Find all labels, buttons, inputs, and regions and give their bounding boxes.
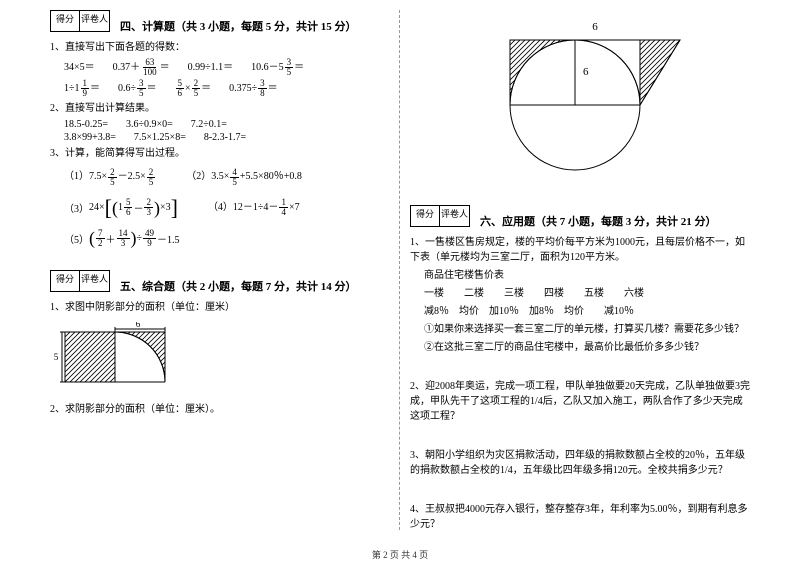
column-divider bbox=[399, 10, 400, 530]
expr: 0.6÷35＝ bbox=[118, 79, 157, 98]
svg-text:6: 6 bbox=[592, 21, 598, 33]
expr-1: （1）7.5×25－2.5×25 bbox=[64, 167, 156, 186]
expr-5: （5） ( 72 ＋ 143 ) ÷ 499 －1.5 bbox=[64, 229, 180, 248]
q6-1: 1、一售楼区售房规定，楼的平均价每平方米为1000元，且每层价格不一，如下表（单… bbox=[410, 235, 750, 265]
section-6-title: 六、应用题（共 7 小题，每题 3 分，共计 21 分） bbox=[480, 213, 750, 229]
expr-2: （2）3.5×45+5.5×80％+0.8 bbox=[186, 167, 302, 186]
expr: 7.5×1.25×8= bbox=[134, 132, 186, 143]
score-cell: 得分 bbox=[410, 205, 440, 227]
q6-1-r1: 一楼 二楼 三楼 四楼 五楼 六楼 bbox=[424, 286, 750, 301]
paren: ( bbox=[89, 229, 95, 247]
q6-2: 2、迎2008年奥运，完成一项工程，甲队单独做要20天完成，乙队单独做要3完成，… bbox=[410, 379, 750, 424]
expr: 8-2.3-1.7= bbox=[204, 132, 246, 143]
eq-row-34: （3） 24× [ ( 156 － 23 ) ×3 ] （4）12－1÷4－14… bbox=[64, 197, 390, 219]
calc-row-3: 18.5-0.25= 3.6÷0.9×0= 7.2÷0.1= bbox=[64, 119, 390, 130]
expr-4: （4）12－1÷4－14×7 bbox=[208, 198, 300, 217]
eq-row-12: （1）7.5×25－2.5×25 （2）3.5×45+5.5×80％+0.8 bbox=[64, 167, 390, 186]
expr: 3.6÷0.9×0= bbox=[126, 119, 173, 130]
left-column: 得分 评卷人 四、计算题（共 3 小题，每题 5 分，共计 15 分） 1、直接… bbox=[50, 10, 390, 530]
expr: 7.2÷0.1= bbox=[191, 119, 227, 130]
figure-2: 6 6 bbox=[465, 10, 695, 180]
expr: 18.5-0.25= bbox=[64, 119, 108, 130]
right-column: 6 6 得分 评卷人 六、应用题（共 7 小题，每题 3 分，共计 21 分） … bbox=[410, 10, 750, 530]
marker-cell: 评卷人 bbox=[80, 270, 110, 292]
expr: 56×25＝ bbox=[175, 79, 212, 98]
q6-4: 4、王叔叔把4000元存入银行，整存整存3年，年利率为5.00％，到期有利息多少… bbox=[410, 502, 750, 532]
section-5-title: 五、综合题（共 2 小题，每题 7 分，共计 14 分） bbox=[120, 278, 390, 294]
expr: 3.8×99+3.8= bbox=[64, 132, 116, 143]
marker-cell: 评卷人 bbox=[80, 10, 110, 32]
q5-1: 1、求图中阴影部分的面积（单位：厘米） bbox=[50, 300, 390, 315]
expr: 0.375÷38＝ bbox=[229, 79, 278, 98]
eq-row-5: （5） ( 72 ＋ 143 ) ÷ 499 －1.5 bbox=[64, 229, 390, 248]
expr-3: （3） 24× [ ( 156 － 23 ) ×3 ] bbox=[64, 197, 178, 219]
bracket: ] bbox=[171, 197, 178, 219]
calc-row-1: 34×5＝ 0.37＋63100＝ 0.99÷1.1＝ 10.6－535＝ bbox=[64, 58, 390, 77]
q4-2: 2、直接写出计算结果。 bbox=[50, 101, 390, 116]
calc-row-4: 3.8×99+3.8= 7.5×1.25×8= 8-2.3-1.7= bbox=[64, 132, 390, 143]
page-footer: 第 2 页 共 4 页 bbox=[0, 548, 800, 561]
svg-text:6: 6 bbox=[583, 66, 589, 78]
calc-row-2: 1÷119＝ 0.6÷35＝ 56×25＝ 0.375÷38＝ bbox=[64, 79, 390, 98]
q6-1-r2: 减8％ 均价 加10％ 加8％ 均价 减10％ bbox=[424, 304, 750, 319]
bracket: [ bbox=[105, 197, 112, 219]
svg-text:6: 6 bbox=[136, 322, 141, 329]
expr: 10.6－535＝ bbox=[251, 58, 304, 77]
score-cell: 得分 bbox=[50, 270, 80, 292]
q6-1-b: ②在这批三室二厅的商品住宅楼中，最高价比最低价多多少钱？ bbox=[424, 340, 750, 355]
expr: 1÷119＝ bbox=[64, 79, 100, 98]
q6-1-t: 商品住宅楼售价表 bbox=[424, 268, 750, 283]
score-cell: 得分 bbox=[50, 10, 80, 32]
q4-1: 1、直接写出下面各题的得数： bbox=[50, 40, 390, 55]
section-4-title: 四、计算题（共 3 小题，每题 5 分，共计 15 分） bbox=[120, 18, 390, 34]
expr: 0.99÷1.1＝ bbox=[188, 58, 234, 77]
q5-2: 2、求阴影部分的面积（单位：厘米）。 bbox=[50, 402, 390, 417]
q4-3: 3、计算，能简算得写出过程。 bbox=[50, 146, 390, 161]
q6-1-a: ①如果你来选择买一套三室二厅的单元楼，打算买几楼？需要花多少钱？ bbox=[424, 322, 750, 337]
figure-1: 6 5 bbox=[50, 322, 170, 392]
svg-text:5: 5 bbox=[54, 352, 59, 362]
expr: 34×5＝ bbox=[64, 58, 95, 77]
q6-3: 3、朝阳小学组织为灾区捐款活动，四年级的捐款数额占全校的20％，五年级的捐款数额… bbox=[410, 448, 750, 478]
expr: 0.37＋63100＝ bbox=[113, 58, 170, 77]
marker-cell: 评卷人 bbox=[440, 205, 470, 227]
